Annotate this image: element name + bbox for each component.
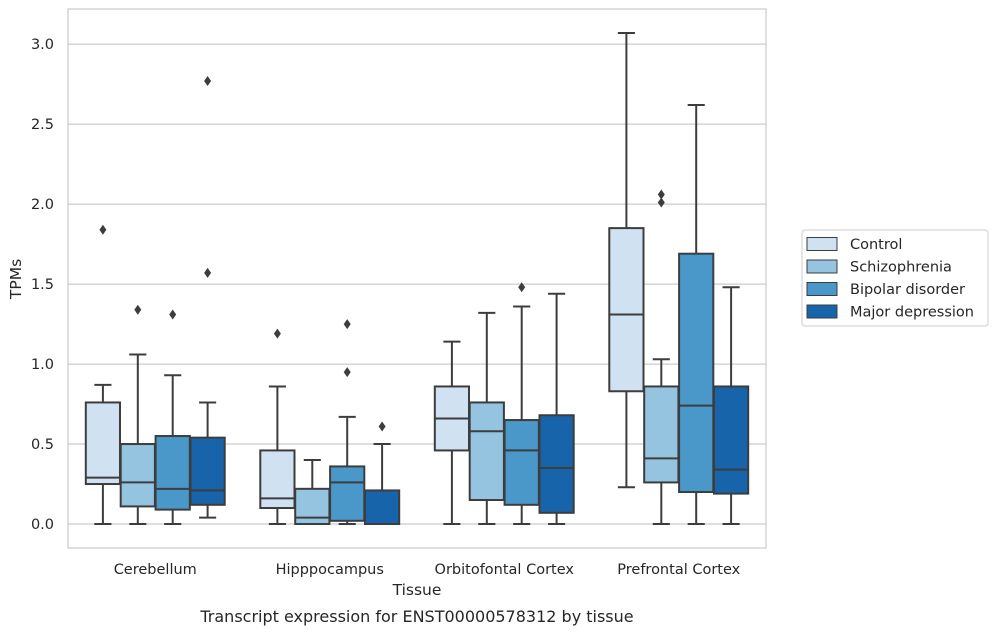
box-iqr (608, 227, 645, 393)
x-tick-label: Orbitofontal Cortex (435, 562, 575, 578)
legend-item: Bipolar disorder (806, 282, 965, 298)
legend-label: Major depression (850, 305, 974, 321)
box-control (84, 224, 122, 526)
box-schizophrenia (119, 304, 156, 526)
x-tick-label: Cerebellum (114, 562, 197, 578)
box-iqr (678, 252, 715, 494)
legend-swatch (806, 304, 838, 319)
x-tick-label: Hipppocampus (276, 562, 384, 578)
outlier-point (343, 319, 351, 330)
legend-swatch (806, 282, 838, 296)
y-tick-label: 3.0 (31, 37, 54, 53)
y-tick-label: 2.0 (31, 197, 54, 213)
box-iqr (643, 385, 680, 484)
x-tick-label: Prefrontal Cortex (617, 562, 740, 578)
legend: Control Schizophrenia Bipolar disorder Majo… (801, 229, 989, 327)
box-major-depression (712, 286, 750, 526)
outlier-point (657, 197, 665, 208)
y-tick-label: 1.0 (31, 357, 54, 373)
box-bipolar-disorder (329, 319, 366, 526)
box-iqr (84, 401, 122, 486)
box-schizophrenia (643, 189, 680, 526)
outlier-point (518, 282, 526, 293)
box-iqr (329, 465, 366, 522)
outlier-point (99, 224, 107, 235)
box-iqr (294, 487, 331, 526)
outlier-point (169, 309, 177, 320)
plot-area (67, 8, 767, 549)
box-bipolar-disorder (503, 282, 540, 526)
y-tick-label: 2.5 (31, 117, 54, 133)
outlier-point (204, 75, 212, 86)
y-tick-label: 0.0 (31, 517, 54, 533)
x-tick-labels: Cerebellum Hipppocampus Orbitofontal Corte… (114, 562, 741, 578)
box-major-depression (189, 75, 226, 519)
box-schizophrenia (294, 459, 331, 526)
box-control (433, 340, 471, 526)
box-iqr (119, 443, 156, 508)
legend-item: Major depression (806, 304, 974, 321)
box-control (259, 328, 296, 526)
box-iqr (189, 436, 226, 506)
outlier-point (204, 267, 212, 278)
box-control (608, 31, 645, 489)
legend-frame (801, 229, 989, 327)
box-iqr (468, 401, 505, 502)
y-tick-label: 0.5 (31, 437, 54, 453)
outlier-point (343, 367, 351, 378)
box-iqr (503, 419, 540, 506)
legend-label: Schizophrenia (850, 260, 952, 276)
legend-label: Control (850, 237, 902, 253)
outlier-point (273, 328, 281, 339)
box-series (84, 31, 750, 526)
y-axis-label: TPMs (7, 259, 25, 300)
box-iqr (363, 489, 401, 526)
legend-item: Schizophrenia (806, 259, 952, 276)
box-schizophrenia (468, 311, 505, 526)
y-tick-labels: 0.0 0.5 1.0 1.5 2.0 2.5 3.0 (31, 37, 54, 533)
x-axis-label: Tissue (392, 581, 442, 599)
legend-swatch (806, 259, 838, 274)
box-iqr (154, 435, 191, 511)
legend-label: Bipolar disorder (850, 282, 965, 298)
outlier-point (378, 421, 386, 432)
chart-caption: Transcript expression for ENST0000057831… (199, 607, 633, 626)
box-bipolar-disorder (154, 309, 191, 526)
box-major-depression (538, 292, 575, 526)
legend-item: Control (806, 237, 902, 253)
box-iqr (538, 414, 575, 514)
outlier-point (657, 189, 665, 200)
box-bipolar-disorder (678, 103, 715, 526)
legend-swatch (806, 237, 838, 251)
box-iqr (712, 385, 750, 495)
box-major-depression (363, 421, 401, 526)
outlier-point (134, 304, 142, 315)
y-tick-label: 1.5 (31, 277, 54, 293)
